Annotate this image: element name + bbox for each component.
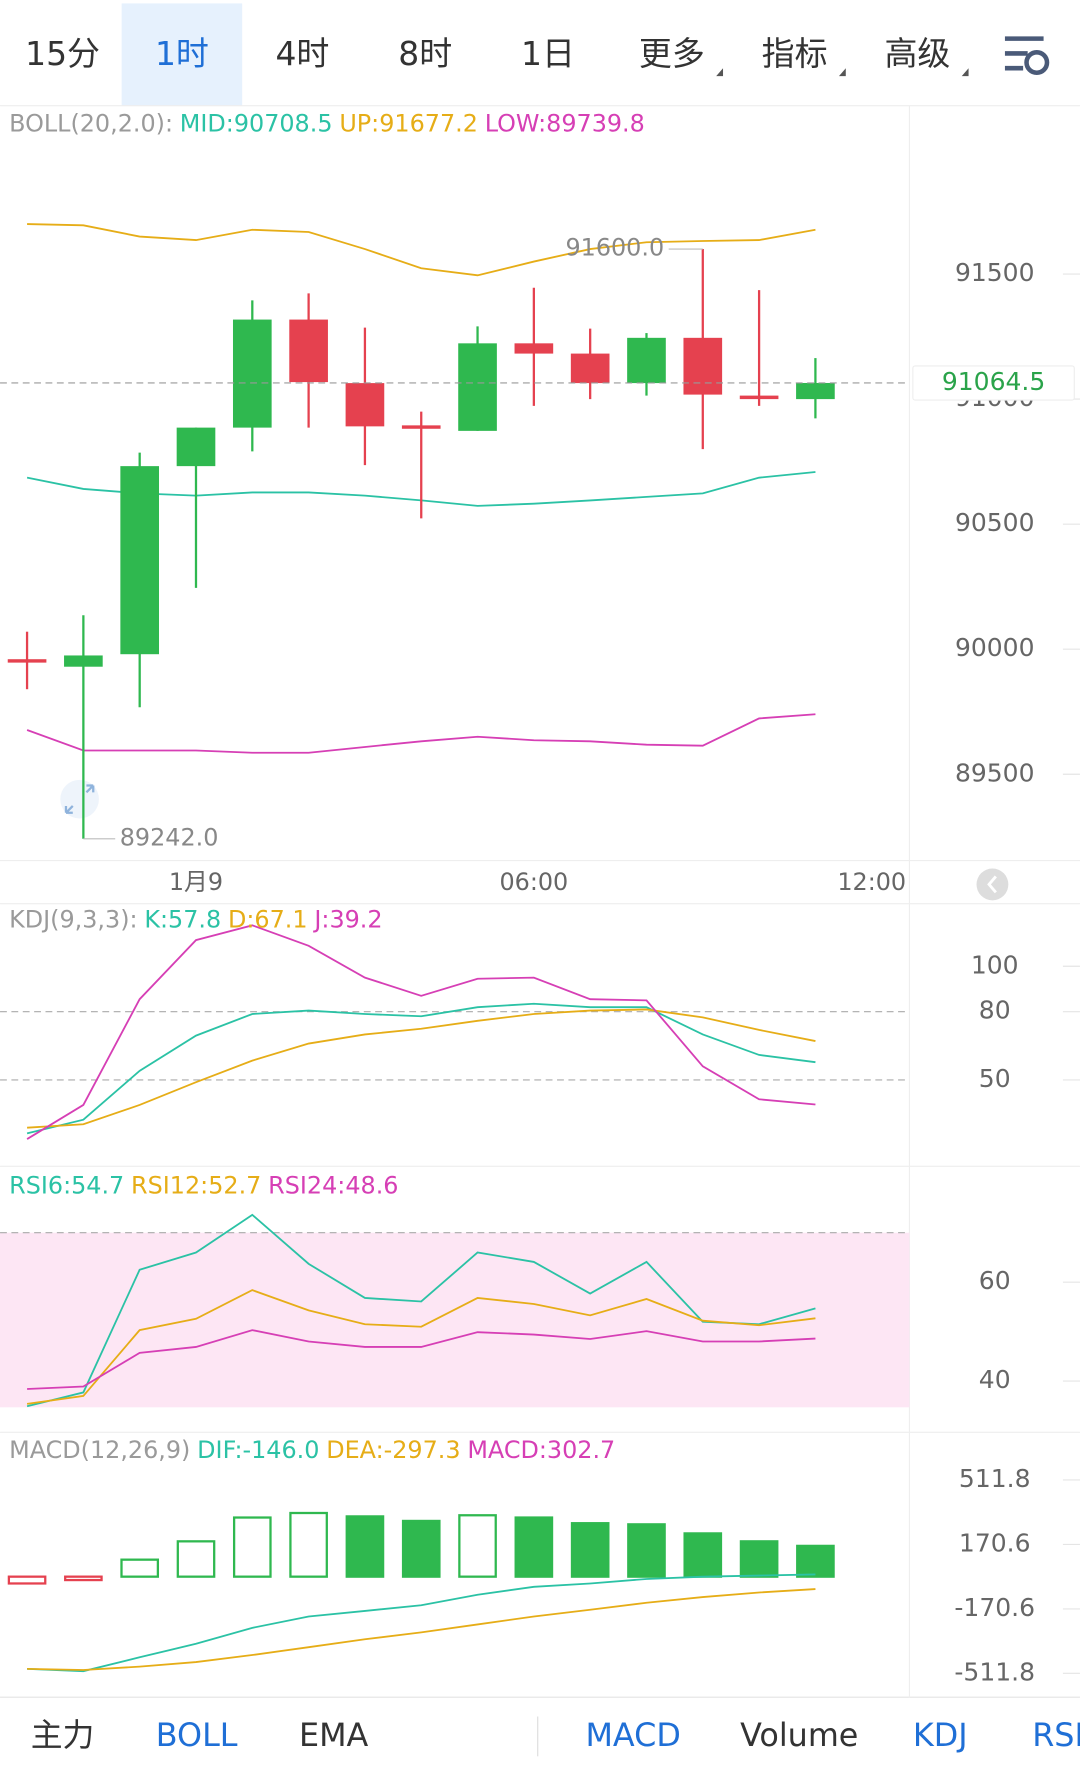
macd-bar	[627, 1523, 666, 1578]
x-tick-label: 12:00	[837, 868, 906, 896]
macd-bar	[7, 1575, 47, 1585]
tab[interactable]: 更多	[639, 34, 705, 73]
indicator-readout: J:39.2	[312, 905, 382, 933]
candle-body	[7, 659, 47, 663]
macd-bar	[796, 1544, 835, 1578]
candle-body	[683, 337, 723, 395]
y-tick-label: 60	[979, 1266, 1011, 1295]
candle-body	[176, 427, 216, 467]
tab[interactable]: 高级	[884, 34, 950, 73]
macd-bar	[64, 1575, 103, 1582]
candle-body	[627, 337, 666, 384]
indicator-line	[27, 1588, 816, 1671]
last-price-box	[912, 365, 1075, 401]
macd-bar	[683, 1532, 723, 1578]
y-tick-label: 40	[979, 1365, 1011, 1394]
indicator-readout: MID:90708.5	[180, 110, 333, 138]
y-tick-label: 91500	[955, 258, 1035, 287]
y-tick-label: 511.8	[959, 1464, 1031, 1493]
rsi-band	[0, 1232, 910, 1408]
indicator-line	[27, 1573, 816, 1673]
tab[interactable]: 1时	[155, 34, 209, 73]
indicator-tab[interactable]: KDJ	[913, 1716, 968, 1754]
indicator-readout: D:67.1	[228, 905, 308, 933]
candle-body	[64, 655, 103, 667]
tab[interactable]: 指标	[762, 34, 828, 73]
tab[interactable]: 8时	[398, 34, 452, 73]
last-price-label: 91064.5	[942, 367, 1045, 396]
macd-bar	[401, 1519, 441, 1578]
candle-body	[739, 395, 779, 400]
indicator-tab[interactable]: MACD	[585, 1716, 680, 1754]
x-tick-label: 06:00	[499, 868, 568, 896]
expand-icon[interactable]	[60, 779, 99, 819]
indicator-line	[26, 1213, 816, 1408]
y-tick-label: 100	[971, 950, 1019, 979]
y-tick-label: 50	[979, 1064, 1011, 1093]
y-tick-label: 170.6	[959, 1528, 1031, 1557]
tab[interactable]: 15分	[25, 34, 100, 73]
indicator-line	[26, 1002, 816, 1135]
settings-icon[interactable]	[1004, 36, 1050, 76]
macd-bar	[176, 1540, 216, 1578]
selected-tab-bg	[121, 3, 243, 106]
tab[interactable]: 1日	[521, 34, 575, 73]
indicator-readout: DIF:-146.0	[197, 1436, 319, 1464]
indicator-readout: MACD(12,26,9)	[9, 1436, 190, 1464]
indicator-readout: K:57.8	[144, 905, 221, 933]
y-tick-label: 90000	[955, 633, 1035, 662]
indicator-readout: UP:91677.2	[339, 110, 478, 138]
dropdown-caret	[961, 68, 969, 77]
macd-bar	[570, 1522, 610, 1578]
macd-bar	[739, 1540, 779, 1578]
macd-bar	[458, 1514, 497, 1578]
indicator-tab[interactable]: RSI	[1032, 1716, 1080, 1754]
y-tick-label: -511.8	[954, 1657, 1035, 1686]
macd-bar	[232, 1516, 272, 1578]
max-label: 91600.0	[565, 234, 664, 262]
macd-bar	[120, 1558, 160, 1578]
candle-body	[345, 383, 385, 427]
candle-body	[289, 319, 328, 383]
indicator-readout: RSI12:52.7	[131, 1171, 261, 1199]
indicator-tab[interactable]: 主力	[31, 1716, 95, 1754]
y-tick-label: 90500	[955, 508, 1035, 537]
candle-body	[458, 343, 497, 431]
macd-bar	[289, 1511, 328, 1578]
indicator-readout: LOW:89739.8	[485, 110, 645, 138]
macd-bar	[345, 1515, 385, 1578]
y-tick-label: 89500	[955, 758, 1035, 787]
tab[interactable]: 4时	[275, 34, 329, 73]
indicator-line	[27, 1008, 816, 1129]
boll-line	[26, 713, 816, 754]
x-tick-label: 1月9	[169, 868, 223, 896]
indicator-readout: RSI6:54.7	[9, 1171, 124, 1199]
indicator-readout: KDJ(9,3,3):	[9, 905, 137, 933]
candle-body	[796, 382, 835, 400]
indicator-readout: DEA:-297.3	[326, 1436, 460, 1464]
y-tick-label: 80	[979, 996, 1011, 1025]
candle-body	[232, 319, 272, 428]
indicator-line	[26, 1289, 816, 1405]
indicator-line	[26, 924, 816, 1140]
indicator-readout: RSI24:48.6	[268, 1171, 398, 1199]
indicator-readout: MACD:302.7	[467, 1436, 615, 1464]
candle-body	[120, 466, 160, 655]
indicator-readout: BOLL(20,2.0):	[9, 110, 173, 138]
indicator-line	[27, 1329, 816, 1390]
candle-body	[514, 343, 554, 354]
scroll-back-icon[interactable]	[976, 868, 1009, 901]
y-tick-label: -170.6	[954, 1593, 1035, 1622]
macd-bar	[514, 1516, 554, 1578]
min-label: 89242.0	[120, 823, 219, 851]
candle-body	[401, 425, 441, 429]
candle-body	[570, 353, 610, 384]
indicator-tab[interactable]: EMA	[299, 1716, 369, 1754]
indicator-tab[interactable]: BOLL	[156, 1716, 238, 1754]
indicator-tab[interactable]: Volume	[740, 1716, 858, 1754]
boll-line	[27, 223, 816, 277]
